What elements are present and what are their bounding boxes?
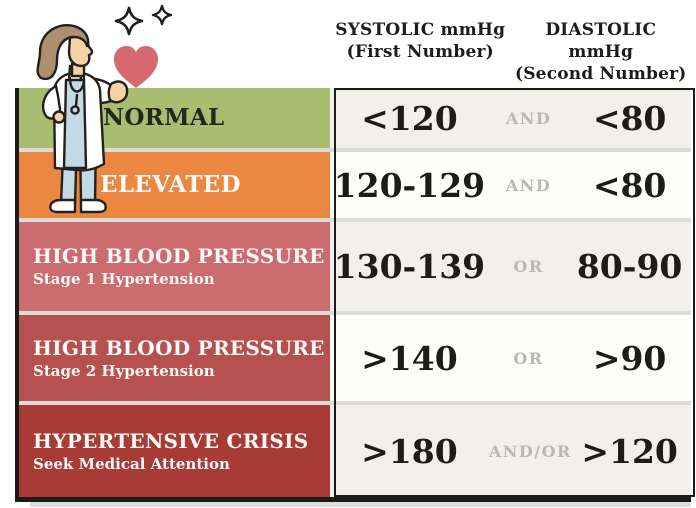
diastolic-header-line2: (Second Number) bbox=[514, 63, 687, 84]
values-cell: <120 AND <80 bbox=[330, 88, 691, 148]
heart-shape bbox=[114, 46, 158, 88]
table-row: HIGH BLOOD PRESSURE Stage 1 Hypertension… bbox=[19, 222, 691, 311]
systolic-header-line2: (First Number) bbox=[346, 41, 494, 62]
diastolic-header: DIASTOLIC mmHg (Second Number) bbox=[511, 20, 692, 85]
doctor-shoe bbox=[49, 198, 77, 214]
diastolic-value: >120 bbox=[581, 431, 678, 471]
table-drop-shadow bbox=[30, 502, 691, 507]
diastolic-header-line1: DIASTOLIC mmHg bbox=[545, 20, 657, 62]
category-sublabel: Stage 1 Hypertension bbox=[33, 270, 215, 288]
connector-word: AND bbox=[505, 175, 552, 195]
doctor-hand-pointing bbox=[107, 80, 129, 104]
systolic-value: 120-129 bbox=[333, 165, 486, 205]
values-cell: 130-139 OR 80-90 bbox=[330, 222, 691, 311]
category-label: HIGH BLOOD PRESSURE bbox=[33, 244, 325, 268]
column-headers: SYSTOLIC mmHg (First Number) DIASTOLIC m… bbox=[330, 20, 691, 85]
doctor-scrubs bbox=[62, 78, 88, 170]
heart-icon bbox=[114, 46, 158, 88]
systolic-value: >180 bbox=[361, 431, 458, 471]
diastolic-value: >90 bbox=[592, 338, 667, 378]
category-sublabel: Stage 2 Hypertension bbox=[33, 361, 215, 380]
values-cell: 120-129 AND <80 bbox=[330, 152, 691, 218]
category-cell-crisis: HYPERTENSIVE CRISIS Seek Medical Attenti… bbox=[19, 405, 330, 497]
category-cell-stage1: HIGH BLOOD PRESSURE Stage 1 Hypertension bbox=[19, 222, 330, 311]
values-cell: >180 AND/OR >120 bbox=[330, 405, 691, 497]
systolic-value: >140 bbox=[361, 338, 458, 378]
stethoscope-icon bbox=[68, 76, 86, 93]
table-row: HYPERTENSIVE CRISIS Seek Medical Attenti… bbox=[19, 405, 691, 497]
diastolic-value: <80 bbox=[592, 98, 667, 138]
connector-word: AND/OR bbox=[488, 441, 572, 461]
stethoscope-disc bbox=[70, 105, 80, 115]
systolic-header-line1: SYSTOLIC mmHg bbox=[335, 20, 506, 40]
table-row: HIGH BLOOD PRESSURE Stage 2 Hypertension… bbox=[19, 315, 691, 401]
sparkles-icon bbox=[114, 5, 173, 36]
diastolic-value: 80-90 bbox=[576, 247, 683, 286]
category-label: HYPERTENSIVE CRISIS bbox=[33, 428, 309, 453]
category-label: HIGH BLOOD PRESSURE bbox=[33, 335, 325, 360]
bp-category-table: NORMAL <120 AND <80 ELEVATED 120-129 AND… bbox=[15, 88, 695, 502]
systolic-header: SYSTOLIC mmHg (First Number) bbox=[330, 20, 511, 85]
diastolic-value: <80 bbox=[592, 165, 667, 205]
category-cell-stage2: HIGH BLOOD PRESSURE Stage 2 Hypertension bbox=[19, 315, 330, 401]
connector-word: OR bbox=[513, 348, 544, 368]
connector-word: AND bbox=[505, 108, 552, 128]
connector-word: OR bbox=[513, 257, 544, 276]
values-cell: >140 OR >90 bbox=[330, 315, 691, 401]
doctor-hand bbox=[52, 110, 66, 124]
category-label: ELEVATED bbox=[100, 171, 241, 199]
table-row: ELEVATED 120-129 AND <80 bbox=[19, 152, 691, 218]
category-label: NORMAL bbox=[103, 104, 225, 132]
systolic-value: <120 bbox=[361, 98, 458, 138]
doctor-illustration bbox=[36, 24, 129, 214]
doctor-hair bbox=[36, 24, 90, 81]
category-sublabel: Seek Medical Attention bbox=[33, 454, 230, 473]
systolic-value: 130-139 bbox=[333, 247, 486, 286]
doctor-shoe bbox=[79, 198, 107, 214]
